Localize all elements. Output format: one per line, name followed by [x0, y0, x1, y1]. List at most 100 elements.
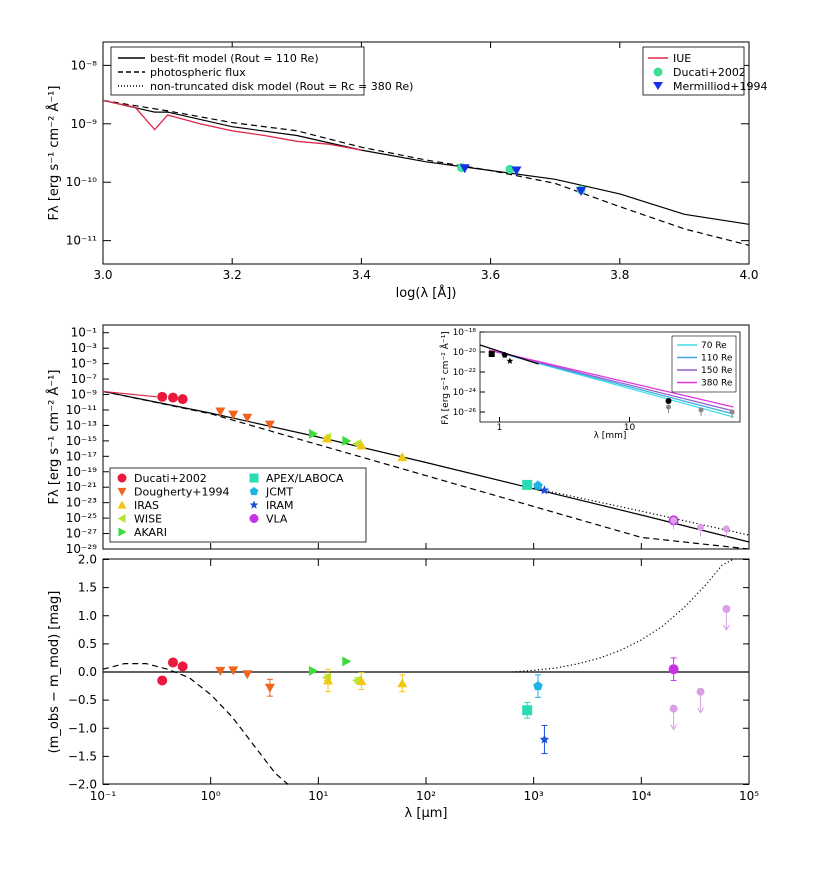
middle-series-0	[102, 390, 750, 543]
bottom-point-5	[242, 670, 253, 680]
top-series-group	[102, 99, 750, 246]
inset-limit-0	[666, 404, 671, 410]
middle-legend-frame	[109, 467, 367, 543]
bottom-xtick-label-6: 10⁵	[739, 789, 759, 803]
inset-ytick-label-2: 10⁻²²	[453, 368, 477, 378]
top-point-4	[511, 166, 522, 176]
middle-point-4	[228, 410, 239, 420]
bottom-series-group	[102, 558, 734, 785]
top-ytick-label-2: 10⁻¹⁰	[66, 175, 97, 189]
bottom-ylabel: (m_obs − m_mod) [mag]	[47, 591, 62, 754]
middle-point-18	[670, 516, 678, 524]
inset-ytick-label-1: 10⁻²⁰	[453, 348, 477, 358]
top-xtick-label-5: 4.0	[739, 268, 758, 282]
bottom-xtick-label-0: 10⁻¹	[90, 789, 117, 803]
middle-series-2	[533, 487, 750, 536]
middle-point-20	[722, 525, 730, 533]
inset-legend: 70 Re 110 Re 150 Re 380 Re	[671, 335, 737, 393]
legend-ducati: Ducati+2002	[673, 66, 746, 79]
inset-axes-frame	[479, 331, 741, 423]
bottom-limit-head-19	[697, 707, 704, 714]
bottom-xtick-label-2: 10¹	[308, 789, 328, 803]
middle-points-group	[157, 391, 730, 538]
middle-legend-label-8: VLA	[266, 513, 288, 526]
legend-ducati-marker	[653, 67, 663, 77]
bottom-point-20	[722, 605, 731, 613]
inset-ylabel: Fλ [erg s⁻¹ cm⁻² Å⁻¹]	[439, 331, 451, 424]
inset-legend-label-1: 110 Re	[701, 354, 733, 364]
middle-point-12	[356, 440, 367, 450]
inset-yticks: 10⁻¹⁸ 10⁻²⁰ 10⁻²² 10⁻²⁴ 10⁻²⁶	[453, 328, 485, 418]
top-legend-left-frame	[110, 46, 365, 96]
top-points-group	[457, 163, 587, 196]
top-xtick-label-3: 3.6	[481, 268, 500, 282]
bottom-ytick-label-1: 1.5	[78, 581, 97, 595]
bottom-ytick-label-8: −2.0	[68, 778, 97, 792]
bottom-series-1	[512, 558, 734, 673]
bottom-point-18	[669, 704, 678, 713]
inset-ytick-label-3: 10⁻²⁴	[453, 388, 477, 398]
legend-nontruncated: non-truncated disk model (Rout = Rc = 38…	[150, 80, 413, 93]
inset-ytick-label-0: 10⁻¹⁸	[453, 328, 477, 338]
inset-limit-1	[698, 407, 704, 413]
middle-legend-label-0: Ducati+2002	[134, 472, 207, 485]
top-series-0	[102, 99, 750, 225]
middle-ytick-label-6: 10⁻¹³	[66, 418, 97, 432]
middle-ytick-label-11: 10⁻²³	[66, 496, 97, 510]
top-xticks: 3.0 3.2 3.4 3.6 3.8 4.0	[93, 42, 759, 282]
bottom-point-10	[342, 656, 352, 667]
inset-limit-2	[729, 409, 735, 415]
middle-point-0	[157, 391, 168, 402]
middle-xticks	[102, 543, 750, 549]
bottom-xtick-label-1: 10⁰	[201, 789, 221, 803]
middle-ytick-label-14: 10⁻²⁹	[66, 542, 97, 556]
middle-point-10	[342, 435, 352, 446]
middle-legend-marker-8	[249, 514, 259, 523]
top-legend-right: IUE Ducati+2002 Mermilliod+1994	[642, 46, 767, 96]
middle-legend-label-5: APEX/LABOCA	[266, 472, 344, 485]
bottom-ytick-label-4: 0.0	[78, 665, 97, 679]
middle-ytick-label-5: 10⁻¹¹	[66, 403, 97, 417]
top-legend-left: best-fit model (Rout = 110 Re) photosphe…	[110, 46, 413, 96]
bottom-ytick-label-5: −0.5	[68, 693, 97, 707]
middle-legend-marker-6	[249, 487, 259, 496]
middle-point-13	[397, 452, 408, 462]
inset-line-2	[488, 349, 734, 412]
top-series-1	[102, 99, 750, 246]
middle-legend-marker-0	[117, 473, 127, 483]
inset-point-vla	[665, 398, 672, 404]
middle-point-14	[522, 479, 533, 490]
middle-ytick-label-4: 10⁻⁹	[71, 388, 98, 402]
bottom-xlabel: λ [μm]	[405, 806, 448, 821]
middle-legend-marker-2	[117, 500, 127, 509]
middle-point-6	[264, 420, 275, 430]
middle-ytick-label-9: 10⁻¹⁹	[66, 465, 97, 479]
inset-points-group	[488, 351, 735, 418]
top-ytick-label-1: 10⁻⁹	[71, 117, 98, 131]
middle-ylabel: Fλ [erg s⁻¹ cm⁻² Å⁻¹]	[46, 370, 62, 505]
middle-point-2	[177, 394, 188, 405]
bottom-ytick-label-7: −1.5	[68, 749, 97, 763]
bottom-ytick-label-6: −1.0	[68, 721, 97, 735]
middle-ytick-label-0: 10⁻¹	[71, 326, 98, 340]
top-ylabel: Fλ [erg s⁻¹ cm⁻² Å⁻¹]	[46, 86, 62, 221]
inset-xtick-label-0: 1	[497, 423, 503, 433]
top-axes-frame	[102, 41, 750, 265]
top-point-3	[459, 164, 470, 174]
inset-point-iram	[506, 357, 514, 364]
inset-point-labocca	[488, 351, 495, 357]
middle-ytick-label-8: 10⁻¹⁷	[66, 449, 97, 463]
inset-xticks: 1 10	[497, 417, 635, 433]
inset-xlabel: λ [mm]	[594, 431, 627, 441]
top-panel: 3.0 3.2 3.4 3.6 3.8 4.0 10⁻⁸ 10⁻⁹ 10⁻¹⁰ 10⁻¹¹ lo…	[46, 41, 767, 301]
bottom-point-9	[323, 675, 334, 685]
middle-ytick-label-1: 10⁻³	[71, 341, 98, 355]
bottom-point-19	[696, 687, 705, 696]
bottom-point-12	[356, 676, 367, 685]
bottom-point-4	[228, 666, 239, 676]
inset-line-3	[488, 349, 734, 408]
bottom-point-13	[397, 678, 408, 688]
bottom-limit-head-20	[722, 624, 730, 631]
